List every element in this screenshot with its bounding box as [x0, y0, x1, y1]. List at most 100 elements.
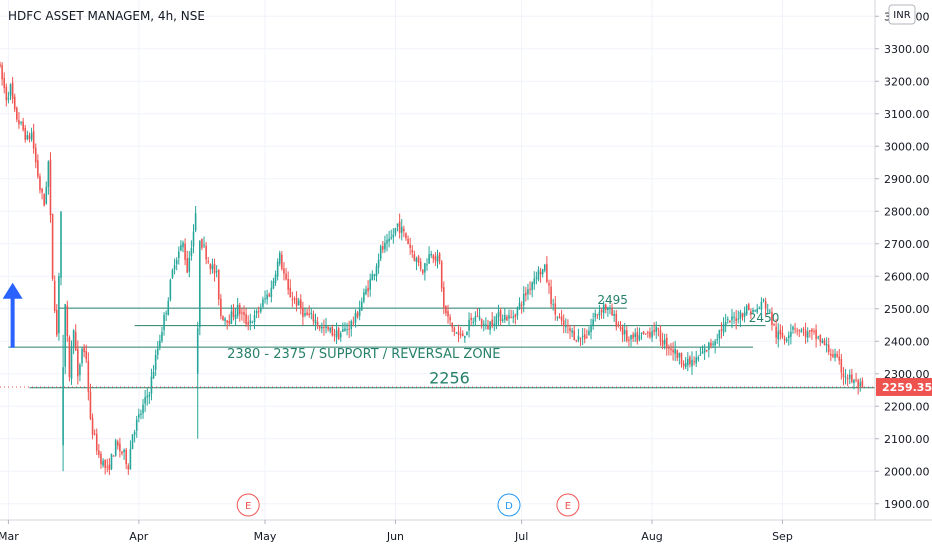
candle-body — [724, 322, 727, 325]
candle-body — [43, 194, 45, 206]
candle-body — [756, 308, 759, 313]
candle-body — [342, 329, 344, 332]
candle-body — [628, 339, 630, 341]
candle-body — [281, 254, 283, 269]
candle-body — [30, 132, 33, 140]
candle-body — [594, 313, 597, 318]
candle-body — [344, 328, 346, 331]
candle-body — [674, 349, 676, 354]
earnings-marker[interactable]: E — [556, 493, 580, 517]
candle-body — [571, 330, 573, 333]
candle-body — [70, 346, 73, 379]
candle-body — [411, 249, 414, 253]
candle-body — [207, 261, 210, 263]
candle-body — [539, 271, 542, 275]
candle-body — [699, 354, 702, 356]
y-tick-label: 3000.00 — [884, 140, 930, 153]
candle-body — [163, 314, 165, 330]
candle-body — [516, 307, 519, 316]
candle-body — [808, 330, 811, 332]
candle-body — [476, 315, 479, 318]
candle-body — [236, 304, 239, 316]
candle-body — [815, 329, 817, 340]
candle-body — [95, 434, 98, 451]
candle-body — [5, 86, 8, 101]
candle-body — [445, 305, 447, 314]
candle-body — [58, 275, 60, 334]
candle-body — [266, 294, 268, 300]
candle-body — [611, 308, 613, 316]
candle-body — [55, 309, 58, 335]
candle-body — [116, 441, 119, 446]
x-tick-label: May — [254, 530, 277, 543]
y-tick-label: 2100.00 — [884, 433, 930, 446]
y-tick-label: 3200.00 — [884, 75, 930, 88]
candle-body — [220, 298, 222, 317]
candle-body — [226, 320, 228, 323]
candle-body — [567, 325, 569, 327]
candle-body — [676, 350, 679, 359]
candle-body — [245, 314, 247, 325]
candle-body — [150, 376, 153, 394]
candle-body — [127, 465, 130, 470]
candle-body — [310, 312, 313, 315]
candle-body — [514, 314, 517, 318]
candle-body — [472, 321, 475, 323]
candle-body — [714, 341, 716, 346]
candle-body — [689, 356, 691, 365]
currency-button[interactable]: INR — [888, 4, 916, 25]
candle-body — [434, 256, 437, 261]
candle-body — [133, 431, 136, 435]
event-label: E — [245, 501, 251, 512]
candle-body — [804, 330, 807, 337]
candle-body — [24, 128, 27, 140]
candle-body — [842, 373, 845, 378]
candle-body — [241, 312, 243, 314]
y-tick-label: 2800.00 — [884, 205, 930, 218]
candle-body — [823, 340, 826, 346]
candle-body — [47, 161, 50, 187]
candle-body — [367, 287, 369, 292]
candle-body — [531, 282, 533, 291]
earnings-marker[interactable]: E — [236, 493, 260, 517]
candle-body — [855, 379, 857, 381]
candle-body — [535, 277, 538, 279]
candle-body — [722, 324, 725, 333]
candle-body — [11, 82, 14, 99]
candle-body — [278, 252, 281, 264]
candle-body — [339, 333, 342, 338]
y-tick-label: 2400.00 — [884, 335, 930, 348]
candle-body — [775, 326, 777, 338]
candle-body — [712, 343, 714, 345]
candle-body — [249, 320, 252, 324]
candle-body — [617, 324, 620, 326]
candle-body — [138, 414, 140, 418]
candle-body — [234, 314, 237, 320]
candle-body — [792, 326, 794, 330]
candle-body — [81, 348, 83, 364]
candle-body — [636, 332, 639, 342]
candle-body — [98, 450, 100, 455]
candle-body — [428, 254, 430, 264]
candle-body — [358, 308, 361, 316]
candle-body — [251, 322, 254, 324]
time-axis[interactable]: Mar Apr May Jun Jul Aug Sep — [0, 520, 793, 543]
candle-body — [678, 352, 681, 358]
candle-body — [527, 289, 529, 295]
candle-body — [596, 314, 599, 316]
candle-body — [93, 433, 96, 435]
candle-body — [644, 333, 647, 335]
candle-body — [720, 329, 723, 331]
candle-body — [337, 328, 340, 340]
candle-body — [670, 348, 672, 351]
candle-body — [522, 293, 525, 306]
candle-body — [581, 335, 584, 337]
candle-body — [659, 330, 662, 342]
candle-body — [819, 334, 822, 342]
price-axis[interactable]: 1900.00 2000.00 2100.00 2200.00 2300.00 2400.… — [875, 10, 930, 511]
dividend-marker[interactable]: D — [497, 493, 521, 517]
candle-body — [41, 188, 43, 193]
candle-body — [787, 335, 790, 339]
candle-body — [575, 340, 578, 342]
